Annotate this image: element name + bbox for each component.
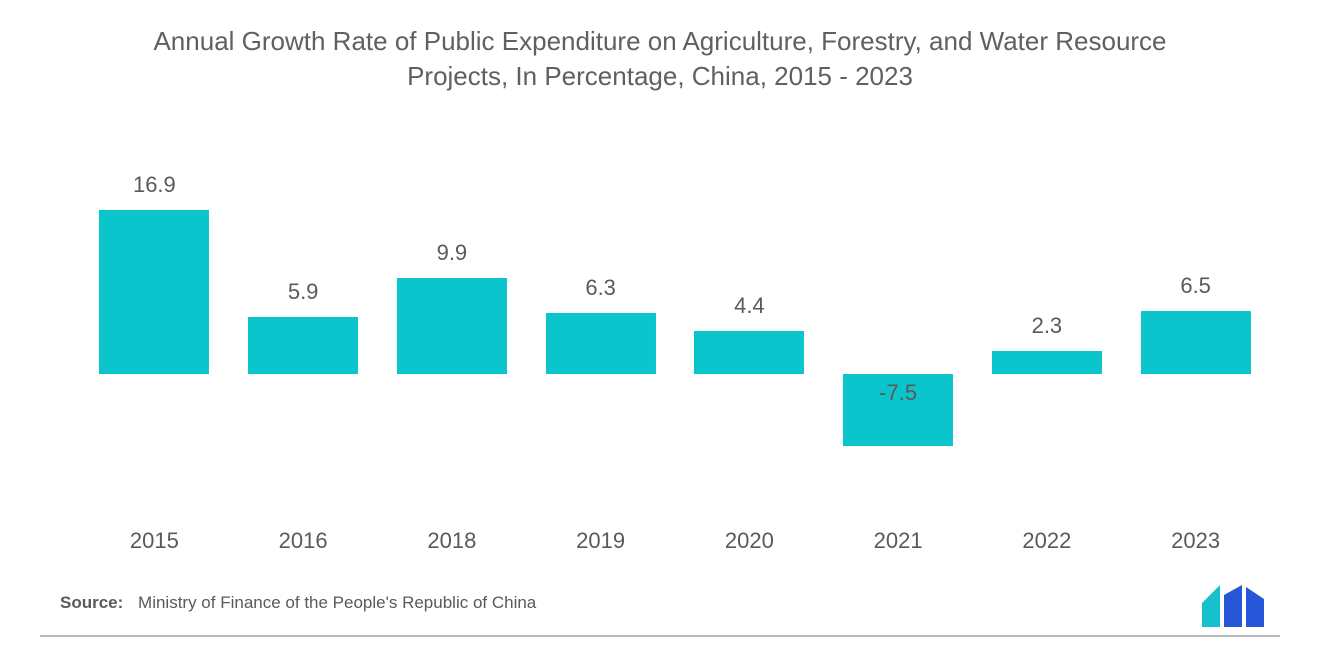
- bar: [694, 331, 804, 374]
- category-label: 2020: [725, 528, 774, 554]
- bar: [546, 313, 656, 374]
- value-label: 6.5: [1180, 273, 1211, 299]
- value-label: 4.4: [734, 293, 765, 319]
- bar-slot: -7.52021: [824, 180, 973, 490]
- plot-area: 16.920155.920169.920186.320194.42020-7.5…: [80, 180, 1270, 490]
- bar-slot: 6.52023: [1121, 180, 1270, 490]
- brand-logo: [1202, 585, 1274, 627]
- footer-rule: [40, 635, 1280, 637]
- category-label: 2022: [1022, 528, 1071, 554]
- category-label: 2019: [576, 528, 625, 554]
- bar: [1141, 311, 1251, 374]
- bar: [397, 278, 507, 374]
- bar-slot: 4.42020: [675, 180, 824, 490]
- source-text: Ministry of Finance of the People's Repu…: [138, 593, 536, 612]
- chart-container: Annual Growth Rate of Public Expenditure…: [0, 0, 1320, 665]
- value-label: 9.9: [437, 240, 468, 266]
- chart-title: Annual Growth Rate of Public Expenditure…: [0, 0, 1320, 98]
- category-label: 2016: [279, 528, 328, 554]
- bar-slot: 6.32019: [526, 180, 675, 490]
- value-label: -7.5: [879, 380, 917, 406]
- bar-slot: 5.92016: [229, 180, 378, 490]
- category-label: 2023: [1171, 528, 1220, 554]
- bars-group: 16.920155.920169.920186.320194.42020-7.5…: [80, 180, 1270, 490]
- category-label: 2015: [130, 528, 179, 554]
- bar: [99, 210, 209, 374]
- bar: [248, 317, 358, 374]
- category-label: 2021: [874, 528, 923, 554]
- value-label: 2.3: [1032, 313, 1063, 339]
- value-label: 6.3: [585, 275, 616, 301]
- bar-slot: 2.32022: [973, 180, 1122, 490]
- source-label: Source:: [60, 593, 123, 612]
- category-label: 2018: [427, 528, 476, 554]
- value-label: 16.9: [133, 172, 176, 198]
- bar-slot: 9.92018: [378, 180, 527, 490]
- bar: [992, 351, 1102, 373]
- source-line: Source: Ministry of Finance of the Peopl…: [60, 593, 536, 613]
- brand-logo-svg: [1202, 585, 1274, 627]
- value-label: 5.9: [288, 279, 319, 305]
- bar-slot: 16.92015: [80, 180, 229, 490]
